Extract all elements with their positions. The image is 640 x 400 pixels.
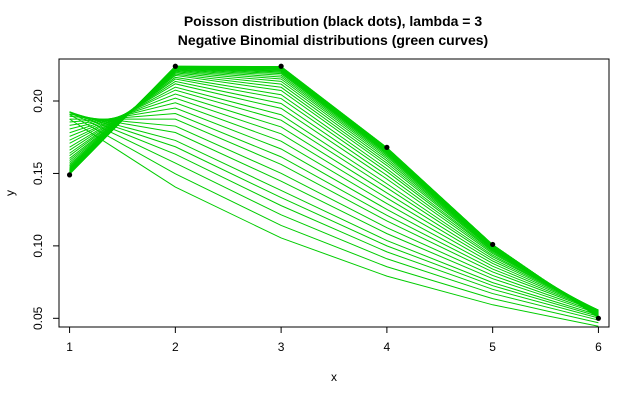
nb-curve (69, 65, 599, 319)
x-tick-label: 3 (278, 340, 285, 354)
nb-curve (69, 89, 599, 311)
x-tick-label: 4 (384, 340, 391, 354)
nb-curve (69, 111, 599, 321)
nb-curve (69, 118, 599, 312)
nb-curve (69, 111, 599, 317)
x-axis: 1 2 3 4 5 6 (66, 326, 602, 354)
x-tick-label: 2 (172, 340, 179, 354)
nb-curve (69, 114, 599, 324)
x-tick-label: 6 (595, 340, 602, 354)
poisson-point (490, 241, 496, 248)
x-axis-label: x (331, 370, 337, 384)
poisson-point (278, 63, 284, 69)
nb-curves-group (69, 65, 599, 327)
chart-subtitle: Negative Binomial distributions (green c… (178, 32, 488, 48)
y-tick-label: 0.20 (31, 89, 45, 113)
nb-curve (69, 118, 599, 327)
nb-curve (69, 102, 599, 311)
y-tick-label: 0.10 (31, 234, 45, 258)
nb-curve (69, 83, 599, 312)
poisson-point (595, 315, 602, 321)
y-tick-label: 0.15 (31, 161, 45, 185)
nb-curve (69, 78, 599, 313)
nb-curve (69, 76, 599, 314)
nb-curve (69, 97, 599, 311)
poisson-point (384, 144, 390, 150)
nb-curve (69, 113, 599, 315)
nb-curve (69, 115, 599, 313)
nb-curve (69, 112, 599, 316)
y-axis: 0.05 0.10 0.15 0.20 (31, 89, 60, 330)
poisson-points-group (66, 63, 602, 321)
y-tick-label: 0.05 (31, 306, 45, 330)
poisson-point (172, 63, 178, 69)
x-tick-label: 1 (66, 340, 73, 354)
nb-curve (69, 93, 599, 311)
nb-curve (69, 80, 599, 313)
chart-title: Poisson distribution (black dots), lambd… (184, 13, 483, 29)
nb-curve (69, 86, 599, 312)
nb-curve (69, 113, 599, 312)
x-tick-label: 5 (489, 340, 496, 354)
y-axis-label: y (3, 190, 17, 196)
poisson-point (66, 172, 73, 178)
nb-curve (69, 111, 599, 319)
nb-curve (69, 107, 599, 311)
